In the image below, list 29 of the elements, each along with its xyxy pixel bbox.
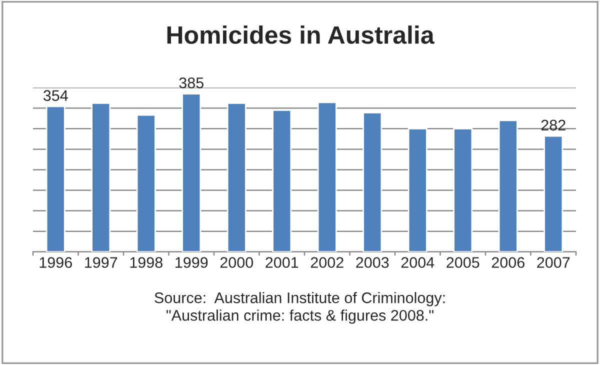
bar (317, 102, 337, 252)
x-tick-label: 2006 (492, 257, 524, 268)
x-tick-label: 2005 (446, 257, 480, 268)
x-tick-label: 2000 (220, 257, 254, 268)
data-label: 282 (541, 120, 566, 131)
x-tick-label: 1997 (85, 257, 118, 268)
bar (136, 114, 156, 252)
bar (182, 93, 202, 252)
x-tick-label: 2002 (310, 257, 344, 268)
source-note: Source: Australian Institute of Criminology: "Australian crime: facts & figures 2008." (154, 292, 445, 324)
data-label: 385 (179, 77, 204, 88)
bar (362, 112, 382, 252)
bar (91, 102, 111, 252)
bar (272, 109, 292, 252)
x-tick-label: 2004 (401, 257, 434, 268)
x-tick-label: 2007 (537, 257, 570, 268)
data-label: 354 (43, 90, 68, 102)
bar (453, 128, 473, 252)
bar (226, 102, 246, 252)
bar (498, 120, 518, 252)
x-tick-label: 2001 (266, 257, 298, 268)
x-tick-label: 1996 (40, 257, 72, 268)
x-tick-label: 1999 (176, 257, 208, 268)
bar (46, 106, 66, 252)
bar (544, 135, 564, 252)
bar (408, 128, 428, 252)
x-tick-label: 1998 (130, 257, 162, 268)
chart-title: Homicides in Australia (167, 26, 434, 44)
x-tick-label: 2003 (356, 257, 389, 268)
